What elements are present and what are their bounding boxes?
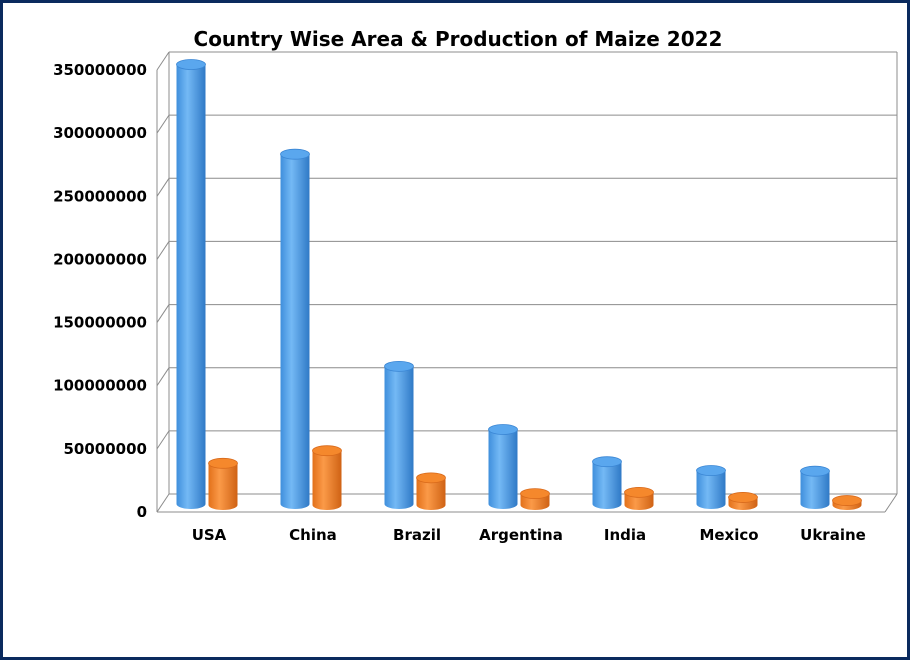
x-tick-label: Brazil xyxy=(393,526,441,544)
y-tick-label: 150000000 xyxy=(53,314,147,332)
x-tick-label: Ukraine xyxy=(800,526,866,544)
y-tick-label: 50000000 xyxy=(64,440,148,458)
x-tick-label: India xyxy=(604,526,646,544)
bar-top-argentina-series-1 xyxy=(488,424,518,435)
bar-top-ukraine-series-1 xyxy=(800,465,830,477)
bar-china-series-1 xyxy=(280,154,310,509)
bar-mexico-series-1 xyxy=(696,470,726,509)
bar-top-india-series-1 xyxy=(592,456,622,468)
x-tick-label: USA xyxy=(192,526,227,544)
side-wall-gridline xyxy=(156,493,170,513)
bar-top-india-series-2 xyxy=(624,486,654,498)
bar-layer xyxy=(176,59,862,510)
bar-top-mexico-series-1 xyxy=(696,465,726,476)
y-tick-label: 250000000 xyxy=(53,187,147,205)
bar-top-argentina-series-2 xyxy=(520,488,550,500)
side-wall-gridline xyxy=(156,178,170,197)
chart-title: Country Wise Area & Production of Maize … xyxy=(193,27,723,51)
side-wall-gridline xyxy=(156,51,170,71)
bar-top-ukraine-series-2 xyxy=(832,495,862,506)
bar-top-brazil-series-2 xyxy=(416,472,446,484)
bar-ukraine-series-1 xyxy=(800,471,830,509)
bar-top-china-series-2 xyxy=(312,445,342,457)
x-tick-label: Mexico xyxy=(699,526,758,544)
side-wall-gridline xyxy=(156,241,170,260)
side-wall-gridline xyxy=(156,114,170,134)
side-wall-gridline xyxy=(156,367,170,386)
bar-top-china-series-1 xyxy=(280,148,310,160)
y-tick-label: 200000000 xyxy=(53,250,147,268)
y-tick-label: 100000000 xyxy=(53,377,147,395)
axis-layer: 0 50000000 100000000 150000000 200000000 2500… xyxy=(53,61,866,544)
bar-top-mexico-series-2 xyxy=(728,492,758,503)
bar-india-series-1 xyxy=(592,461,622,509)
y-tick-label: 300000000 xyxy=(53,124,147,142)
bar-top-usa-series-2 xyxy=(208,457,238,469)
bar-argentina-series-1 xyxy=(488,429,518,509)
floor-right-edge xyxy=(884,493,898,513)
x-tick-label: China xyxy=(289,526,337,544)
bar-china-series-2 xyxy=(312,450,342,510)
bar-brazil-series-2 xyxy=(416,477,446,510)
grid-layer xyxy=(156,51,898,513)
bar-top-brazil-series-1 xyxy=(384,360,414,372)
side-wall-gridline xyxy=(156,304,170,323)
x-tick-label: Argentina xyxy=(479,526,563,544)
bar-usa-series-1 xyxy=(176,64,206,510)
side-wall-gridline xyxy=(156,430,170,450)
bar-usa-series-2 xyxy=(208,463,238,510)
bar-brazil-series-1 xyxy=(384,366,414,509)
bar-top-usa-series-1 xyxy=(176,59,206,70)
y-tick-label: 350000000 xyxy=(53,61,147,79)
y-tick-label: 0 xyxy=(137,503,147,521)
